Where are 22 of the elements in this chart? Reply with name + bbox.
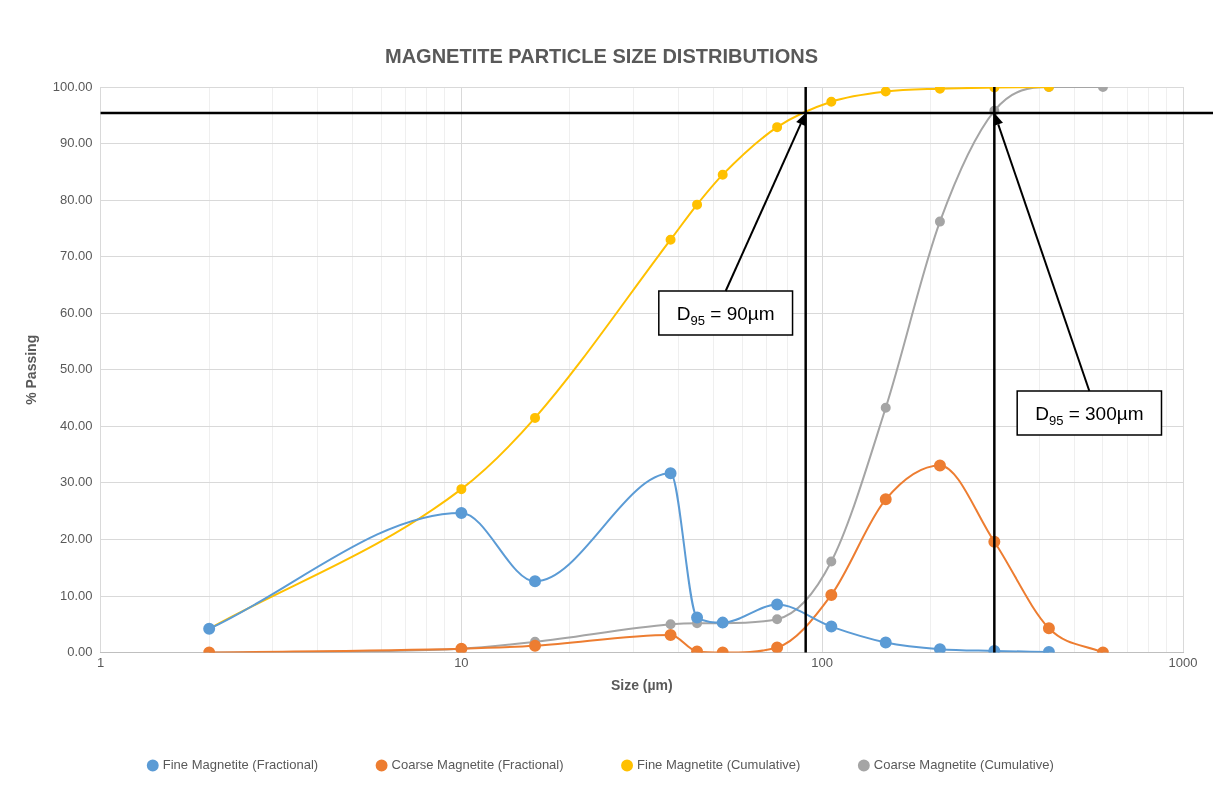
- x-tick-label: 1000: [1168, 654, 1198, 670]
- x-axis-title: Size (µm): [610, 677, 673, 694]
- y-tick-label: 50.00: [60, 361, 93, 377]
- y-tick-label: 60.00: [60, 304, 93, 320]
- y-tick-label: 30.00: [60, 474, 93, 490]
- y-tick-label: 90.00: [60, 135, 93, 151]
- y-axis-title: % Passing: [23, 334, 40, 405]
- y-tick-label: 20.00: [60, 531, 93, 547]
- legend-label: Coarse Magnetite (Cumulative): [873, 757, 1054, 773]
- y-tick-label: 10.00: [60, 587, 93, 603]
- chart-title: MAGNETITE PARTICLE SIZE DISTRIBUTIONS: [385, 44, 818, 67]
- x-tick-label: 100: [811, 654, 834, 670]
- legend-label: Fine Magnetite (Fractional): [162, 757, 319, 773]
- legend-label: Coarse Magnetite (Fractional): [391, 757, 564, 773]
- y-tick-label: 70.00: [60, 248, 93, 264]
- y-tick-label: 0.00: [67, 644, 93, 660]
- x-tick-label: 10: [454, 654, 469, 670]
- y-tick-label: 40.00: [60, 417, 93, 433]
- x-tick-label: 1: [96, 654, 105, 670]
- y-tick-label: 100.00: [52, 78, 93, 94]
- legend-label: Fine Magnetite (Cumulative): [637, 757, 801, 773]
- y-tick-label: 80.00: [60, 191, 93, 207]
